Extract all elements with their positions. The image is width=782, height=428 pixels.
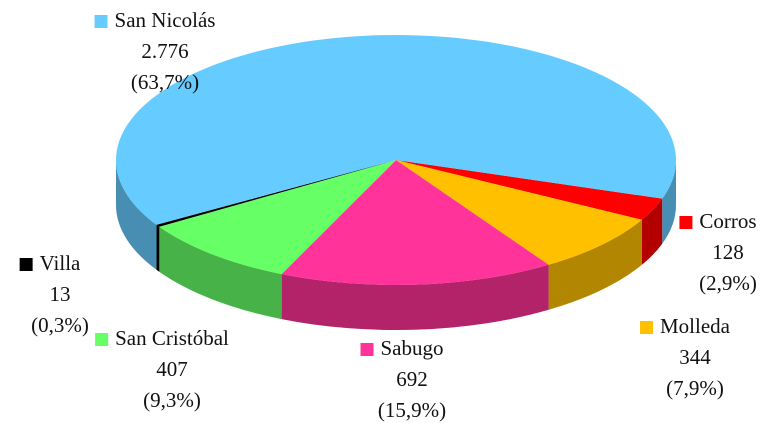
slice-side [159, 226, 282, 320]
side-shade [548, 219, 642, 310]
slice [396, 160, 642, 265]
slice [396, 160, 663, 220]
legend-swatch [679, 216, 693, 229]
value-label: 13 [50, 282, 71, 306]
percent-label: (7,9%) [666, 376, 724, 400]
legend-swatch [360, 343, 374, 356]
slice-label: Molleda [660, 314, 731, 338]
value-label: 407 [156, 357, 188, 381]
slice [159, 160, 396, 275]
slice [156, 160, 396, 227]
legend-swatch [640, 321, 654, 334]
side-shade [281, 264, 549, 331]
legend-swatch [95, 333, 109, 346]
side-shade [641, 198, 663, 265]
side-shade [156, 224, 160, 272]
value-label: 692 [396, 367, 428, 391]
slice-side [662, 160, 676, 244]
slice-side [281, 264, 549, 331]
slice [116, 35, 677, 225]
slice-label: Corros [699, 209, 756, 233]
percent-label: (15,9%) [378, 398, 446, 422]
value-label: 344 [679, 345, 711, 369]
value-label: 128 [712, 240, 744, 264]
side-shade [662, 160, 676, 244]
slice-side [116, 160, 157, 270]
legend-swatch [19, 258, 33, 271]
slice-side [641, 198, 663, 265]
percent-label: (63,7%) [131, 70, 199, 94]
value-label: 2.776 [141, 39, 188, 63]
side-shade [116, 160, 157, 270]
slice-label: Sabugo [381, 336, 444, 360]
slice [281, 160, 549, 285]
side-shade [159, 226, 282, 320]
percent-label: (0,3%) [31, 313, 89, 337]
slice-side [156, 224, 160, 272]
slice-label: San Nicolás [115, 8, 216, 32]
percent-label: (9,3%) [143, 388, 201, 412]
legend-swatch [94, 15, 108, 28]
slice-label: San Cristóbal [115, 326, 229, 350]
slice-side [548, 219, 642, 310]
percent-label: (2,9%) [699, 271, 757, 295]
slice-label: Villa [40, 251, 81, 275]
